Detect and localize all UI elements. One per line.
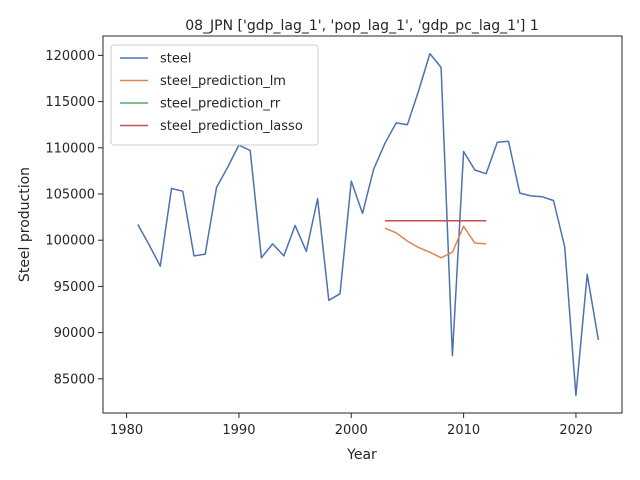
- legend-label-2: steel_prediction_rr: [160, 97, 281, 112]
- chart-title: 08_JPN ['gdp_lag_1', 'pop_lag_1', 'gdp_p…: [185, 18, 539, 34]
- x-axis-label: Year: [346, 447, 377, 463]
- x-tick-label-1: 1990: [222, 423, 255, 438]
- x-tick-label-4: 2020: [559, 423, 592, 438]
- y-tick-label-1: 90000: [54, 326, 95, 341]
- y-tick-label-2: 95000: [54, 280, 95, 295]
- plot-frame: [102, 35, 623, 414]
- legend-box: [110, 44, 319, 146]
- legend-label-3: steel_prediction_lasso: [160, 119, 303, 134]
- y-tick-label-5: 110000: [45, 141, 95, 156]
- x-tick-label-3: 2010: [447, 423, 480, 438]
- series-line-1: [384, 225, 487, 259]
- y-axis: 85000 90000 95000 100000 105000 110000 115000 1…: [45, 49, 103, 387]
- legend-label-0: steel: [160, 52, 191, 67]
- legend: steel steel_prediction_lm steel_prediction…: [110, 44, 319, 146]
- y-tick-label-6: 115000: [45, 95, 95, 110]
- plot-series: [137, 52, 600, 397]
- series-line-0: [137, 52, 600, 397]
- legend-label-1: steel_prediction_lm: [160, 74, 286, 89]
- y-tick-label-4: 105000: [45, 188, 95, 203]
- x-tick-label-2: 2000: [335, 423, 368, 438]
- y-tick-label-7: 120000: [45, 49, 95, 64]
- x-tick-label-0: 1980: [110, 423, 143, 438]
- y-tick-label-0: 85000: [54, 372, 95, 387]
- y-axis-label: Steel production: [17, 167, 33, 282]
- x-axis: 1980 1990 2000 2010 2020: [110, 413, 592, 438]
- y-tick-label-3: 100000: [45, 234, 95, 249]
